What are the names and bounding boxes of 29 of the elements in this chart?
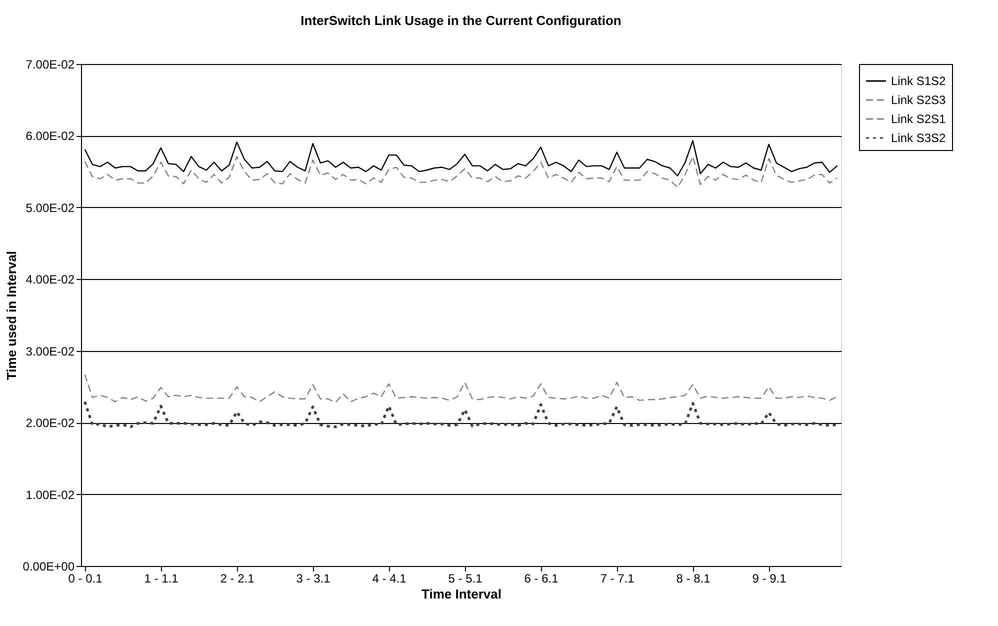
x-tick-label: 3 - 3.1	[296, 572, 331, 586]
y-tick-label: 7.00E-02	[26, 58, 75, 72]
x-tick-label: 6 - 6.1	[524, 572, 559, 586]
x-axis-title: Time Interval	[422, 586, 502, 602]
line-series	[84, 374, 838, 404]
legend-label: Link S2S1	[891, 112, 946, 126]
x-tick-label: 8 - 8.1	[676, 572, 711, 586]
chart-title: InterSwitch Link Usage in the Current Configuration	[300, 13, 622, 28]
legend-label: Link S1S2	[891, 74, 946, 88]
x-tick-label: 4 - 4.1	[372, 572, 407, 586]
x-tick-label: 1 - 1.1	[144, 572, 179, 586]
y-tick-label: 0.00E+00	[22, 560, 75, 574]
x-tick-label: 0 - 0.1	[68, 572, 103, 586]
y-tick-label: 6.00E-02	[26, 129, 75, 144]
x-tick-label: 7 - 7.1	[600, 572, 635, 586]
legend-label: Link S2S3	[891, 93, 946, 107]
y-tick-label: 3.00E-02	[26, 344, 75, 358]
legend-label: Link S3S2	[891, 131, 946, 145]
y-tick-label: 5.00E-02	[26, 200, 75, 215]
y-tick-label: 2.00E-02	[26, 416, 75, 430]
x-tick-label: 5 - 5.1	[448, 572, 483, 586]
x-tick-label: 9 - 9.1	[752, 572, 787, 586]
x-tick-label: 2 - 2.1	[220, 572, 255, 586]
y-tick-label: 1.00E-02	[26, 488, 75, 502]
line-series	[84, 140, 838, 176]
y-axis-title: Time used in Interval	[4, 250, 19, 380]
line-series	[84, 156, 838, 188]
line-series	[84, 400, 838, 428]
y-tick-label: 4.00E-02	[26, 272, 75, 287]
